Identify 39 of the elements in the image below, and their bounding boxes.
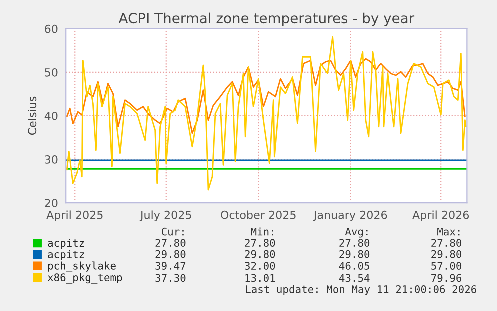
y-tick-label: 60 [45, 24, 58, 34]
y-tick-label: 40 [44, 112, 58, 120]
text: 79.96 [432, 274, 462, 282]
text: Last update: Mon May 11 21:00:06 2026 [246, 285, 476, 296]
chart-title: ACPI Thermal zone temperatures - by year [118, 12, 415, 26]
text: 29.80 [245, 250, 276, 258]
legend-label: x86_pkg_temp [48, 273, 122, 284]
text: 39.47 [156, 262, 186, 270]
line-series [66, 36, 467, 191]
text: 29.80 [156, 250, 186, 258]
text: Max: [438, 228, 460, 236]
text: 27.80 [432, 239, 462, 248]
legend-label: acpitz [48, 250, 84, 260]
text: 29.80 [432, 250, 462, 258]
text: 32.00 [245, 262, 276, 270]
x-tick-label: January 2026 [313, 210, 388, 222]
y-axis-title: Celsius [28, 96, 37, 136]
text: 43.54 [339, 274, 370, 282]
x-tick-label: July 2025 [140, 210, 192, 222]
text: 27.80 [245, 239, 276, 248]
x-tick-label: April 2026 [412, 210, 470, 222]
x-tick-label: October 2025 [221, 210, 296, 220]
x-tick-label: April 2025 [46, 210, 103, 222]
text: 27.80 [340, 239, 370, 248]
text: 57.00 [432, 262, 462, 270]
text: 27.80 [156, 239, 186, 248]
text: Min: [251, 228, 274, 236]
text: Cur: [162, 228, 184, 236]
text: 46.05 [339, 262, 370, 270]
text: 37.30 [156, 274, 186, 282]
legend-label: pch_skylake [48, 262, 116, 272]
text: 29.80 [340, 250, 370, 258]
y-tick-label: 30 [45, 156, 58, 164]
y-tick-label: 20 [45, 199, 58, 208]
y-tick-label: 50 [45, 68, 58, 77]
text: Avg: [345, 228, 368, 238]
text: 13.01 [246, 274, 276, 282]
legend-label: acpitz [48, 239, 84, 250]
line-series [66, 58, 466, 134]
